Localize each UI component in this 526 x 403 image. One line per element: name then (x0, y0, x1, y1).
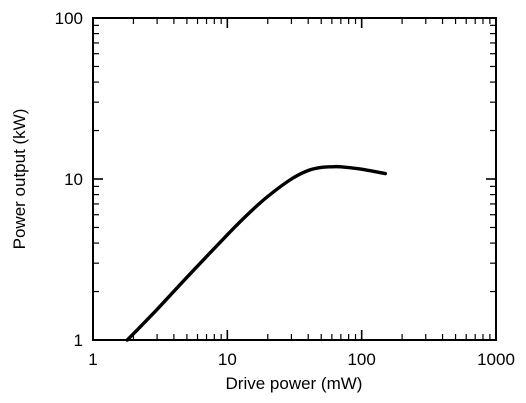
x-axis-label: Drive power (mW) (226, 374, 363, 393)
x-tick-label: 1 (88, 350, 97, 369)
y-tick-label: 100 (55, 9, 83, 28)
plot-frame (92, 17, 497, 341)
tick-labels: 1 10 100 1000 1 10 100 (55, 9, 515, 369)
y-tick-label: 1 (74, 331, 83, 350)
power-output-curve (125, 164, 387, 342)
x-tick-label: 100 (347, 350, 375, 369)
x-tick-label: 1000 (477, 350, 515, 369)
y-tick-label: 10 (64, 170, 83, 189)
x-tick-label: 10 (218, 350, 237, 369)
y-axis-label: Power output (kW) (10, 109, 29, 250)
